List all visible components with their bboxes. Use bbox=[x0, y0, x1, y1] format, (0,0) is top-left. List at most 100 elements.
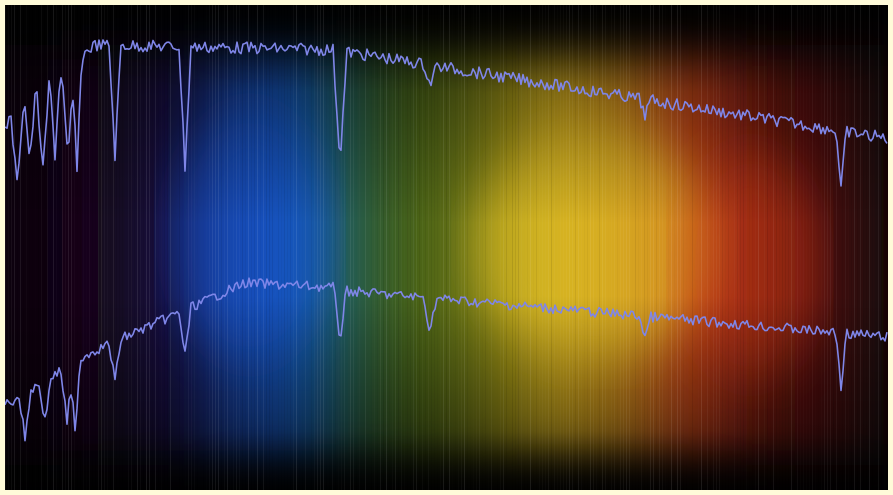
spectrum-trace-lower bbox=[5, 277, 888, 442]
streak bbox=[701, 5, 702, 490]
streak bbox=[422, 5, 423, 490]
streak bbox=[803, 5, 804, 490]
streak bbox=[692, 5, 693, 490]
streak bbox=[749, 5, 750, 490]
streak bbox=[593, 5, 594, 490]
streak bbox=[779, 5, 780, 490]
streak bbox=[239, 5, 240, 490]
streak bbox=[554, 5, 555, 490]
streak bbox=[818, 5, 819, 490]
streak bbox=[443, 5, 444, 490]
streak bbox=[809, 5, 810, 490]
streak bbox=[353, 5, 354, 490]
streak bbox=[575, 5, 576, 490]
streak bbox=[224, 5, 225, 490]
streak bbox=[680, 5, 681, 490]
streak bbox=[533, 5, 534, 490]
streak bbox=[788, 5, 789, 490]
streak bbox=[128, 5, 129, 490]
streak bbox=[716, 5, 717, 490]
streak bbox=[698, 5, 699, 490]
streak bbox=[242, 5, 243, 490]
streak bbox=[152, 5, 153, 490]
streak bbox=[230, 5, 231, 490]
streak bbox=[863, 5, 864, 490]
streak bbox=[515, 5, 516, 490]
streak bbox=[884, 5, 885, 490]
streak bbox=[842, 5, 843, 490]
streak bbox=[713, 5, 714, 490]
streak bbox=[176, 5, 177, 490]
streak bbox=[611, 5, 612, 490]
streak bbox=[824, 5, 825, 490]
streak bbox=[662, 5, 663, 490]
streak bbox=[719, 5, 720, 490]
streak bbox=[80, 5, 81, 490]
streak bbox=[344, 5, 345, 490]
streak bbox=[59, 5, 60, 490]
streak bbox=[218, 5, 219, 490]
streak bbox=[104, 5, 105, 490]
streak bbox=[335, 5, 336, 490]
streak bbox=[185, 5, 186, 490]
streak bbox=[413, 5, 414, 490]
streak bbox=[704, 5, 705, 490]
streak bbox=[647, 5, 648, 490]
streak bbox=[488, 5, 489, 490]
streak bbox=[332, 5, 333, 490]
streak bbox=[887, 5, 888, 490]
streak bbox=[710, 5, 711, 490]
streak bbox=[389, 5, 390, 490]
streak bbox=[572, 5, 573, 490]
streak bbox=[845, 5, 846, 490]
streak bbox=[449, 5, 450, 490]
streak bbox=[341, 5, 342, 490]
streak bbox=[167, 5, 168, 490]
streak bbox=[362, 5, 363, 490]
streak bbox=[221, 5, 222, 490]
streak bbox=[254, 5, 255, 490]
streak bbox=[377, 5, 378, 490]
streak bbox=[815, 5, 816, 490]
streak bbox=[308, 5, 309, 490]
streak bbox=[506, 5, 507, 490]
streak bbox=[71, 5, 72, 490]
streak bbox=[440, 5, 441, 490]
streak bbox=[14, 5, 15, 490]
streak bbox=[101, 5, 102, 490]
streak bbox=[95, 5, 96, 490]
streak bbox=[86, 5, 87, 490]
vertical-streaks bbox=[5, 5, 888, 490]
streak bbox=[419, 5, 420, 490]
streak bbox=[68, 5, 69, 490]
streak bbox=[260, 5, 261, 490]
streak bbox=[170, 5, 171, 490]
streak bbox=[17, 5, 18, 490]
streak bbox=[800, 5, 801, 490]
streak bbox=[791, 5, 792, 490]
streak bbox=[473, 5, 474, 490]
streak bbox=[878, 5, 879, 490]
streak bbox=[182, 5, 183, 490]
streak bbox=[773, 5, 774, 490]
streak bbox=[545, 5, 546, 490]
streak bbox=[629, 5, 630, 490]
streak bbox=[737, 5, 738, 490]
streak bbox=[236, 5, 237, 490]
streak bbox=[35, 5, 36, 490]
streak bbox=[350, 5, 351, 490]
streak bbox=[293, 5, 294, 490]
streak bbox=[665, 5, 666, 490]
streak bbox=[821, 5, 822, 490]
streak bbox=[5, 5, 6, 490]
streak bbox=[179, 5, 180, 490]
streak bbox=[149, 5, 150, 490]
streak bbox=[461, 5, 462, 490]
streak bbox=[866, 5, 867, 490]
streak bbox=[50, 5, 51, 490]
streak bbox=[641, 5, 642, 490]
streak bbox=[854, 5, 855, 490]
streak bbox=[557, 5, 558, 490]
streak bbox=[827, 5, 828, 490]
streak bbox=[119, 5, 120, 490]
